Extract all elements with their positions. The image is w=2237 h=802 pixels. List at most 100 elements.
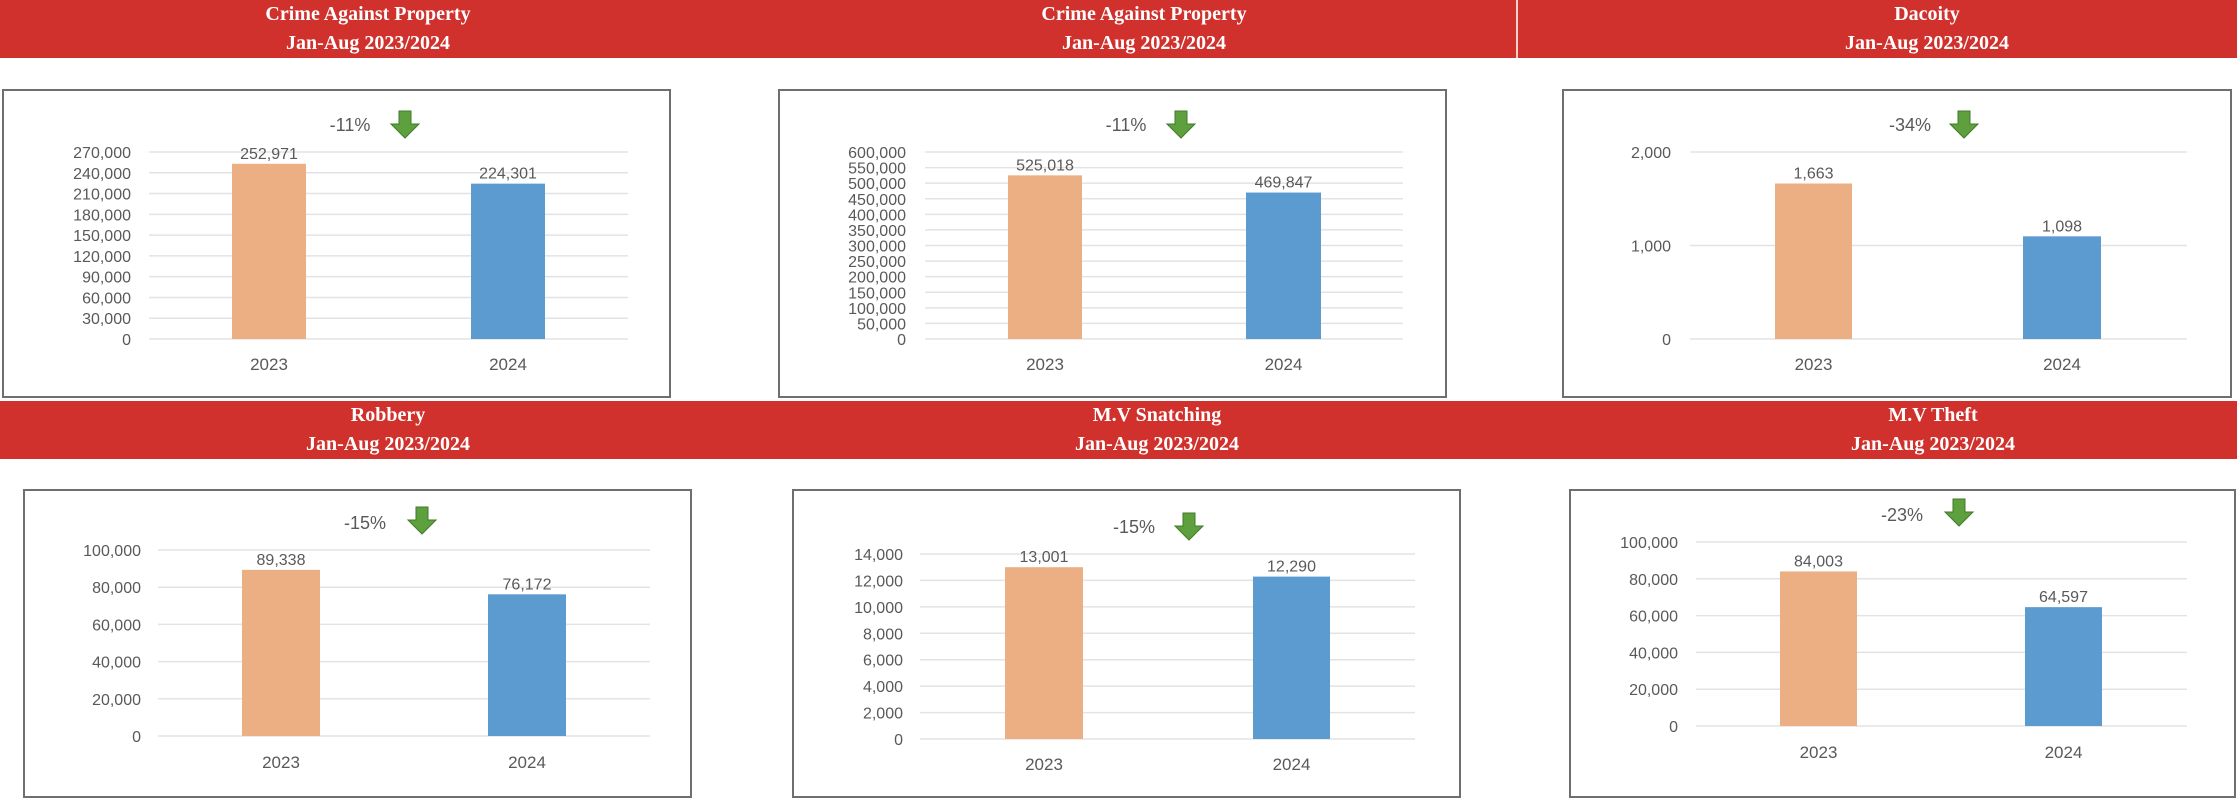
data-label: 89,338 (257, 552, 306, 569)
y-tick-label: 60,000 (1629, 609, 1678, 626)
x-tick-label: 2024 (489, 355, 527, 374)
arrow-down-icon (1948, 110, 1980, 139)
y-tick-label: 80,000 (92, 580, 141, 597)
y-tick-label: 80,000 (1629, 572, 1678, 589)
x-tick-label: 2023 (1795, 355, 1833, 374)
x-tick-label: 2023 (250, 355, 288, 374)
change-percent-label: -23% (1881, 505, 1923, 525)
y-tick-label: 2,000 (863, 706, 903, 723)
y-tick-label: 0 (1662, 332, 1671, 349)
y-tick-label: 450,000 (848, 192, 906, 209)
data-label: 13,001 (1020, 549, 1069, 566)
panel-subtitle: Jan-Aug 2023/2024 (1845, 32, 2009, 54)
y-tick-label: 40,000 (92, 655, 141, 672)
panel-title: M.V Theft (1888, 404, 1978, 426)
bar-2024 (1246, 192, 1321, 339)
bar-2024 (2025, 607, 2102, 726)
y-tick-label: 0 (122, 332, 131, 349)
panel-title: Dacoity (1894, 3, 1960, 25)
header-band-bottom (0, 401, 2237, 459)
data-label: 1,663 (1793, 166, 1833, 183)
y-tick-label: 0 (894, 732, 903, 749)
y-tick-label: 240,000 (73, 166, 131, 183)
bar-chart: 0 20,000 40,000 60,000 80,000 100,000 89,338 20… (83, 506, 650, 772)
y-tick-label: 300,000 (848, 239, 906, 256)
y-tick-label: 40,000 (1629, 645, 1678, 662)
chart-frame-mv-theft (1569, 489, 2236, 798)
y-tick-label: 200,000 (848, 270, 906, 287)
y-tick-label: 20,000 (92, 692, 141, 709)
panel-header-robbery: Robbery Jan-Aug 2023/2024 (38, 401, 738, 459)
panel-subtitle: Jan-Aug 2023/2024 (306, 433, 470, 455)
arrow-down-icon (389, 110, 421, 139)
data-label: 224,301 (479, 166, 537, 183)
chart-frame-crime-against-property-2 (778, 89, 1447, 398)
x-tick-label: 2023 (1025, 755, 1063, 774)
header-band-top (0, 0, 2237, 58)
panel-subtitle: Jan-Aug 2023/2024 (1062, 32, 1226, 54)
x-tick-label: 2023 (262, 753, 300, 772)
y-tick-label: 550,000 (848, 161, 906, 178)
y-tick-label: 500,000 (848, 176, 906, 193)
data-label: 76,172 (503, 576, 552, 593)
y-tick-label: 210,000 (73, 187, 131, 204)
change-percent-label: -11% (330, 115, 371, 135)
y-tick-label: 6,000 (863, 653, 903, 670)
chart-frame-mv-snatching (792, 489, 1461, 798)
y-tick-label: 10,000 (854, 600, 903, 617)
y-tick-label: 270,000 (73, 145, 131, 162)
y-tick-label: 14,000 (854, 547, 903, 564)
data-label: 12,290 (1267, 559, 1316, 576)
panel-header-mv-snatching: M.V Snatching Jan-Aug 2023/2024 (807, 401, 1507, 459)
arrow-down-icon (406, 506, 438, 535)
bar-2023 (1008, 175, 1082, 339)
panel-header-crime-against-property-1: Crime Against Property Jan-Aug 2023/2024 (18, 0, 718, 58)
x-tick-label: 2024 (2045, 743, 2083, 762)
bar-2024 (2023, 236, 2101, 339)
bar-2023 (242, 569, 320, 736)
chart-frame-robbery (23, 489, 692, 798)
bar-2023 (1775, 183, 1852, 339)
bar-chart: 0 20,000 40,000 60,000 80,000 100,000 84,003 20… (1620, 498, 2187, 762)
bar-2023 (1780, 571, 1857, 726)
bar-2023 (232, 163, 306, 339)
y-tick-label: 0 (132, 729, 141, 746)
change-percent-label: -15% (344, 513, 386, 533)
y-tick-label: 1,000 (1631, 239, 1671, 256)
y-tick-label: 2,000 (1631, 145, 1671, 162)
x-tick-label: 2024 (1265, 355, 1303, 374)
bar-chart: 0 1,000 2,000 1,663 2023 1,098 2024 -34% (1631, 110, 2187, 374)
arrow-down-icon (1943, 498, 1975, 527)
y-tick-label: 400,000 (848, 207, 906, 224)
y-tick-label: 250,000 (848, 254, 906, 271)
panel-subtitle: Jan-Aug 2023/2024 (1851, 433, 2015, 455)
y-tick-label: 60,000 (82, 290, 131, 307)
y-tick-label: 100,000 (1620, 535, 1678, 552)
y-tick-label: 50,000 (857, 316, 906, 333)
bar-2024 (471, 183, 545, 339)
x-tick-label: 2023 (1026, 355, 1064, 374)
data-label: 525,018 (1016, 157, 1074, 174)
data-label: 1,098 (2042, 218, 2082, 235)
panel-subtitle: Jan-Aug 2023/2024 (286, 32, 450, 54)
panel-subtitle: Jan-Aug 2023/2024 (1075, 433, 1239, 455)
bar-chart: 050,000100,000150,000200,000250,000300,0… (848, 110, 1403, 374)
bar-2024 (488, 594, 566, 736)
y-tick-label: 150,000 (848, 285, 906, 302)
y-tick-label: 30,000 (82, 311, 131, 328)
bar-chart: 0 30,000 60,000 90,000 120,000 150,000 180,000… (73, 110, 628, 374)
data-label: 64,597 (2039, 589, 2088, 606)
y-tick-label: 150,000 (73, 228, 131, 245)
y-tick-label: 8,000 (863, 626, 903, 643)
chart-frame-crime-against-property-1 (2, 89, 671, 398)
y-tick-label: 350,000 (848, 223, 906, 240)
bar-2024 (1253, 576, 1330, 739)
bar-chart: 0 2,000 4,000 6,000 8,000 10,000 12,000 14,000 1… (854, 512, 1415, 774)
bar-2023 (1005, 567, 1083, 739)
change-percent-label: -15% (1113, 517, 1155, 537)
arrow-down-icon (1173, 512, 1205, 541)
arrow-down-icon (1165, 110, 1197, 139)
x-tick-label: 2024 (2043, 355, 2081, 374)
x-tick-label: 2024 (508, 753, 546, 772)
